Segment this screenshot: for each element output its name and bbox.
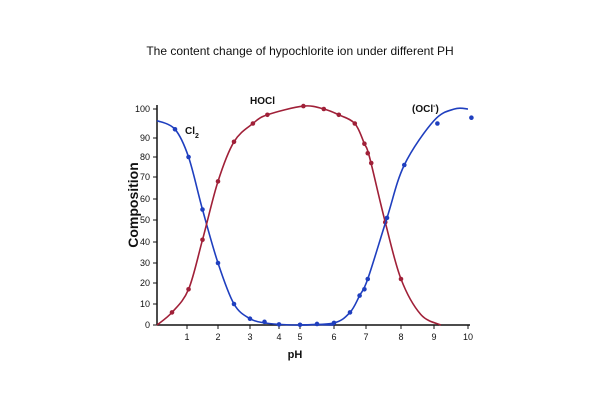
data-point-OCl- bbox=[365, 276, 371, 282]
data-point-OCl- bbox=[362, 287, 367, 292]
series-label-Cl2: Cl2 bbox=[185, 126, 199, 140]
y-tick-label: 100 bbox=[135, 104, 150, 114]
data-point-HOCl bbox=[250, 121, 256, 126]
series-label-OCl-: (OCl-) bbox=[412, 103, 439, 115]
data-point-OCl- bbox=[357, 293, 362, 298]
data-point-HOCl bbox=[398, 276, 404, 282]
x-tick-label: 10 bbox=[463, 332, 473, 342]
data-point-Cl2 bbox=[231, 301, 237, 307]
x-tick-label: 7 bbox=[363, 332, 368, 342]
chart-title: The content change of hypochlorite ion u… bbox=[146, 44, 454, 58]
data-point-HOCl bbox=[215, 179, 221, 184]
data-point-HOCl bbox=[200, 237, 205, 243]
series-line-Cl2 bbox=[156, 119, 335, 326]
x-tick-label: 6 bbox=[331, 332, 336, 342]
x-tick-label: 5 bbox=[297, 332, 302, 342]
x-tick-label: 8 bbox=[398, 332, 403, 342]
series-line-OCl- bbox=[299, 107, 469, 326]
series-label-HOCl: HOCl bbox=[250, 96, 275, 107]
data-point-OCl- bbox=[347, 310, 353, 315]
data-point-OCl- bbox=[314, 321, 320, 327]
x-tick-label: 9 bbox=[431, 332, 436, 342]
y-tick-label: 70 bbox=[140, 172, 150, 182]
x-axis-label: pH bbox=[288, 349, 303, 361]
data-point-Cl2 bbox=[186, 154, 191, 160]
data-point-HOCl bbox=[169, 310, 175, 315]
data-point-HOCl bbox=[352, 121, 358, 126]
data-point-OCl- bbox=[331, 320, 337, 326]
y-tick-label: 30 bbox=[140, 258, 150, 268]
x-tick-label: 1 bbox=[184, 332, 189, 342]
data-point-HOCl bbox=[368, 160, 374, 166]
data-point-HOCl bbox=[265, 112, 270, 118]
y-tick-label: 50 bbox=[140, 215, 150, 225]
data-point-Cl2 bbox=[215, 260, 221, 266]
y-tick-label: 40 bbox=[140, 237, 150, 247]
data-point-HOCl bbox=[362, 141, 367, 146]
y-tick-label: 80 bbox=[140, 152, 150, 162]
data-point-HOCl bbox=[365, 150, 371, 156]
data-point-OCl- bbox=[402, 162, 407, 168]
data-point-Cl2 bbox=[172, 127, 178, 132]
data-point-HOCl bbox=[336, 112, 342, 118]
x-tick-label: 2 bbox=[215, 332, 220, 342]
data-point-OCl- bbox=[435, 121, 440, 126]
y-tick-label: 10 bbox=[140, 299, 150, 309]
series-line-HOCl bbox=[156, 105, 442, 326]
data-point-OCl- bbox=[469, 115, 474, 120]
data-point-HOCl bbox=[186, 287, 191, 292]
data-point-Cl2 bbox=[247, 316, 253, 322]
x-tick-label: 4 bbox=[276, 332, 281, 342]
data-point-OCl- bbox=[384, 215, 390, 221]
data-point-Cl2 bbox=[276, 322, 282, 327]
y-tick-label: 0 bbox=[145, 320, 150, 330]
y-axis-label: Composition bbox=[125, 162, 141, 248]
y-tick-label: 20 bbox=[140, 278, 150, 288]
x-tick-label: 3 bbox=[247, 332, 252, 342]
data-point-HOCl bbox=[321, 106, 327, 112]
data-point-Cl2 bbox=[200, 207, 205, 212]
data-point-HOCl bbox=[301, 103, 306, 109]
y-tick-label: 60 bbox=[140, 194, 150, 204]
data-point-Cl2 bbox=[262, 319, 267, 325]
data-point-HOCl bbox=[231, 139, 237, 145]
y-tick-label: 90 bbox=[140, 133, 150, 143]
